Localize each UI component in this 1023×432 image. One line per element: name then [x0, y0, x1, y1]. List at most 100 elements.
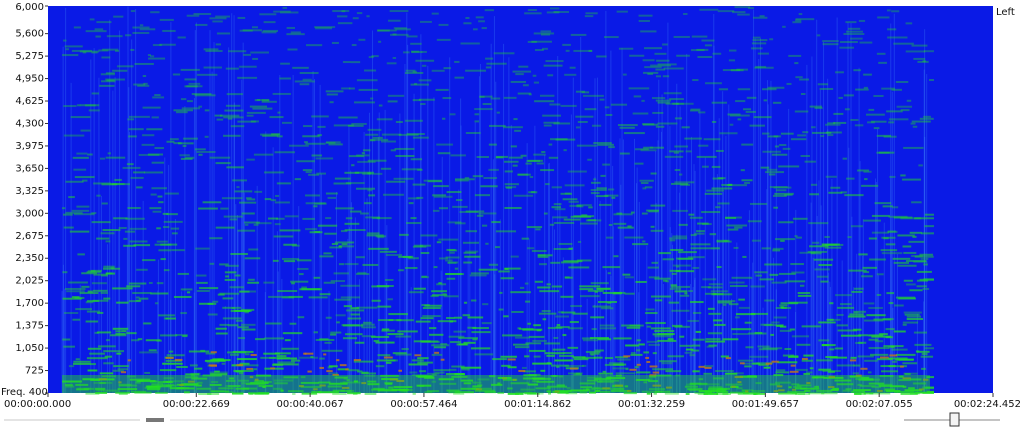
texture-streak [776, 189, 787, 192]
texture-streak [96, 331, 112, 334]
texture-streak [317, 134, 322, 137]
texture-streak [209, 237, 223, 240]
texture-streak [228, 50, 247, 53]
texture-streak [101, 56, 111, 59]
texture-streak [728, 183, 733, 186]
texture-streak [321, 349, 343, 352]
texture-streak [744, 181, 750, 184]
texture-streak [812, 131, 832, 134]
texture-streak [84, 104, 96, 107]
texture-streak [68, 365, 75, 368]
texture-streak [672, 209, 689, 212]
texture-streak [587, 376, 602, 379]
texture-streak [64, 45, 83, 48]
texture-streak [381, 133, 402, 136]
texture-streak [113, 365, 129, 368]
texture-streak [356, 79, 378, 82]
texture-peak [341, 386, 350, 389]
texture-streak [657, 333, 675, 336]
texture-streak [74, 176, 95, 179]
texture-streak [705, 340, 725, 343]
texture-streak [708, 344, 717, 347]
texture-streak [230, 309, 252, 312]
texture-streak [822, 40, 839, 43]
texture-streak [419, 244, 424, 247]
texture-streak [277, 290, 298, 293]
texture-streak [795, 368, 808, 371]
texture-streak [196, 289, 210, 292]
texture-streak [635, 378, 650, 381]
texture-streak [808, 392, 825, 395]
texture-streak [617, 358, 631, 361]
texture-streak [628, 87, 650, 90]
texture-streak [68, 281, 88, 284]
texture-streak [866, 314, 886, 317]
texture-peak [518, 369, 526, 372]
texture-streak [345, 182, 365, 185]
texture-streak [421, 275, 428, 278]
texture-streak [558, 311, 564, 314]
texture-streak [163, 317, 168, 320]
texture-streak [180, 68, 200, 71]
texture-streak [229, 353, 240, 356]
texture-streak [372, 136, 383, 139]
texture-streak [485, 242, 489, 245]
texture-streak [922, 386, 934, 389]
texture-streak [214, 114, 223, 117]
texture-streak [341, 87, 351, 90]
texture-streak [532, 380, 539, 383]
texture-streak [238, 337, 246, 340]
texture-streak [302, 169, 313, 172]
texture-streak [503, 96, 517, 99]
texture-streak [794, 62, 799, 65]
texture-streak [158, 201, 164, 204]
texture-peak [649, 365, 658, 368]
texture-streak [383, 193, 404, 196]
texture-streak [692, 311, 702, 314]
texture-streak [371, 55, 379, 58]
texture-streak [333, 272, 349, 275]
texture-streak [713, 319, 723, 322]
texture-streak [657, 101, 670, 104]
texture-streak [350, 307, 360, 310]
texture-streak [451, 365, 465, 368]
texture-streak [289, 144, 309, 147]
texture-peak [614, 384, 624, 387]
scrollbar-thumb[interactable] [146, 418, 164, 422]
texture-streak [678, 223, 688, 226]
texture-streak [395, 121, 403, 124]
texture-streak [375, 365, 385, 368]
texture-streak [527, 247, 535, 250]
texture-peak [353, 359, 361, 362]
texture-streak [599, 203, 612, 206]
texture-streak [685, 392, 690, 395]
texture-streak [243, 53, 252, 56]
texture-streak [555, 315, 569, 318]
texture-streak [782, 354, 795, 357]
texture-streak [645, 322, 666, 325]
texture-streak [634, 148, 649, 151]
texture-streak [893, 330, 906, 333]
zoom-slider[interactable] [949, 412, 960, 427]
texture-streak [604, 194, 619, 197]
texture-streak [162, 226, 170, 229]
texture-streak [821, 344, 829, 347]
texture-streak [476, 156, 490, 159]
texture-streak [341, 10, 346, 13]
texture-peak [179, 384, 184, 387]
texture-streak [670, 284, 677, 287]
texture-streak [853, 364, 861, 367]
texture-streak [226, 93, 243, 96]
texture-streak [290, 31, 301, 34]
texture-streak [711, 293, 733, 296]
texture-peak [414, 354, 422, 357]
texture-streak [196, 281, 208, 284]
texture-streak [405, 69, 416, 72]
texture-streak [325, 192, 338, 195]
texture-streak [413, 136, 429, 139]
texture-streak [518, 65, 529, 68]
texture-peak [889, 354, 898, 357]
texture-streak [741, 389, 754, 392]
texture-streak [926, 376, 934, 379]
texture-streak [363, 202, 372, 205]
